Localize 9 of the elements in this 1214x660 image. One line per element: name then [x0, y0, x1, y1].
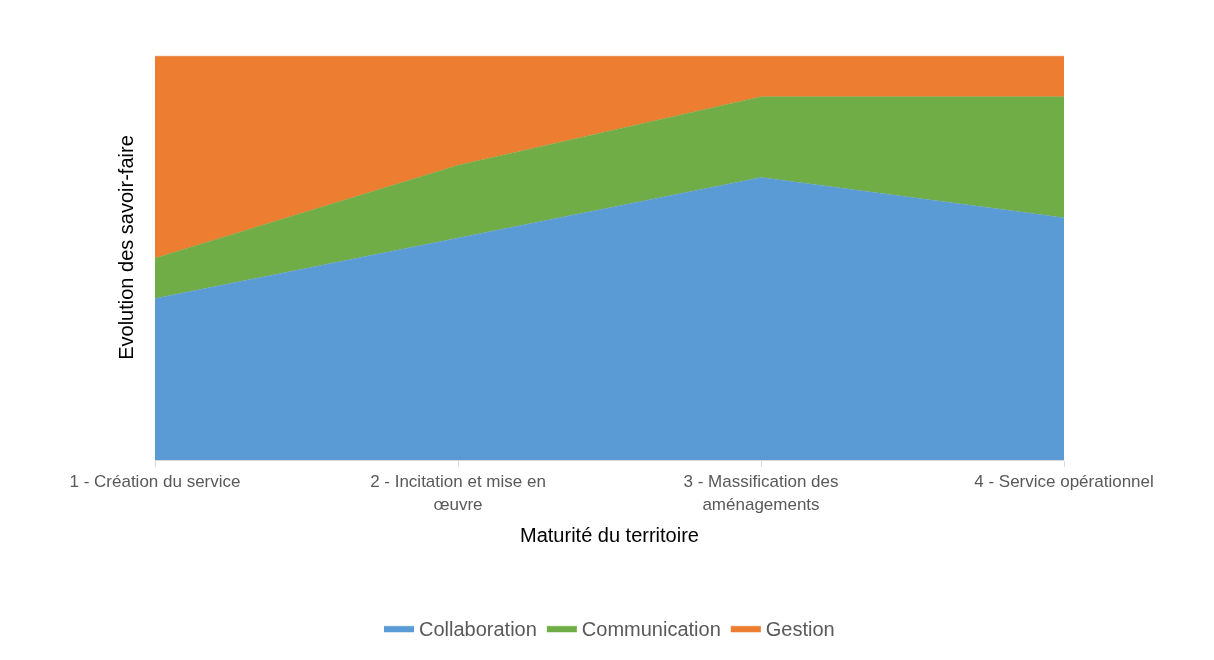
legend-label: Gestion	[765, 618, 835, 641]
y-axis-title: Evolution des savoir-faire	[114, 135, 137, 360]
x-tick-label: 3 - Massification des aménagements	[683, 472, 839, 514]
legend-label: Communication	[581, 618, 721, 641]
x-tick-label: 1 - Création du service	[69, 472, 241, 492]
x-tick-label: 2 - Incitation et mise en œuvre	[370, 472, 546, 514]
legend-label: Collaboration	[419, 618, 537, 641]
x-tick-label: 4 - Service opérationnel	[974, 472, 1154, 492]
x-axis-title: Maturité du territoire	[520, 524, 699, 546]
